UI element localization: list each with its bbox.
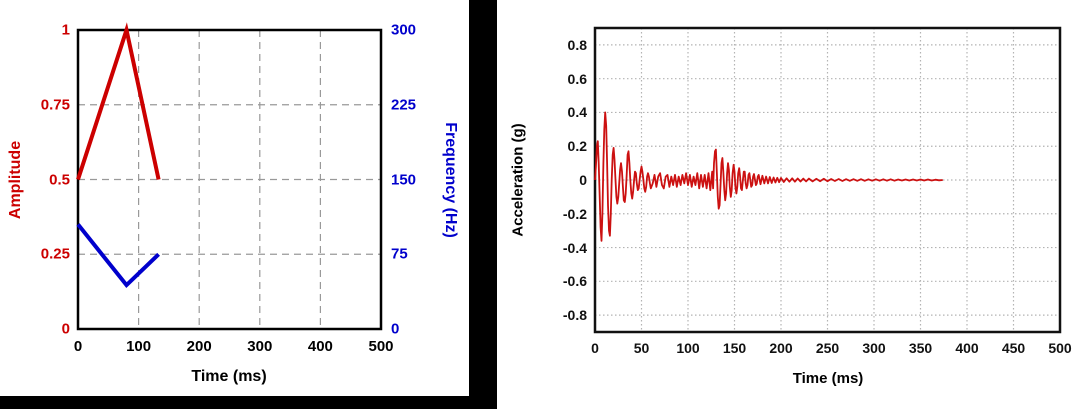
acceleration-tick-label: -0.6 [562, 273, 587, 290]
frequency-tick-label: 150 [391, 171, 417, 188]
amplitude-tick-label: 1 [61, 21, 70, 39]
amplitude-tick-label: 0 [61, 320, 70, 338]
frequency-tick-label: 225 [391, 96, 417, 114]
right-time-tick-label: 350 [908, 340, 933, 356]
right-time-tick-label: 500 [1048, 340, 1072, 356]
acceleration-chart: 0.8 0.6 0.4 0.2 0 -0.2 -0.4 -0.6 -0.8 0 50 100 150 20… [497, 0, 1086, 409]
right-time-tick-label: 400 [955, 340, 979, 356]
amplitude-axis-title: Amplitude [7, 140, 24, 220]
left-chart-gridlines [78, 30, 381, 329]
right-chart-canvas [593, 26, 1062, 334]
left-time-tick-label: 400 [307, 338, 333, 355]
right-time-tick-label: 250 [815, 340, 840, 356]
right-time-tick-label: 50 [633, 340, 650, 356]
amplitude-tick-label: 0.75 [40, 96, 70, 114]
acceleration-tick-label: 0.6 [567, 70, 587, 87]
left-time-tick-label: 100 [126, 338, 152, 355]
acceleration-tick-label: 0 [579, 172, 587, 188]
acceleration-trace [594, 111, 943, 242]
frequency-axis-title: Frequency (Hz) [442, 122, 459, 238]
right-time-tick-label: 100 [676, 340, 700, 356]
amplitude-line [76, 22, 161, 181]
right-time-tick-label: 150 [722, 340, 747, 356]
divider-bar [469, 0, 497, 409]
acceleration-tick-label: -0.8 [562, 307, 587, 324]
left-time-tick-label: 300 [247, 338, 273, 355]
acceleration-tick-label: 0.2 [567, 138, 587, 155]
bottom-band [0, 396, 497, 409]
amplitude-frequency-chart: 0 0.25 0.5 0.75 1 0 75 150 225 300 0 100 200 300 400 50… [0, 0, 469, 396]
right-time-tick-label: 200 [769, 340, 793, 356]
amplitude-tick-label: 0.25 [40, 245, 70, 263]
acceleration-axis-title: Acceleration (g) [509, 123, 527, 237]
amplitude-tick-label: 0.5 [49, 171, 70, 188]
right-time-axis-title: Time (ms) [792, 370, 864, 387]
left-chart-canvas [76, 22, 383, 331]
acceleration-tick-label: -0.2 [562, 205, 587, 222]
acceleration-tick-label: 0.8 [567, 36, 587, 53]
left-time-tick-label: 200 [186, 338, 212, 355]
frequency-tick-label: 300 [391, 21, 417, 39]
left-time-axis-title: Time (ms) [191, 368, 267, 385]
acceleration-tick-label: -0.4 [562, 239, 587, 256]
frequency-line [76, 223, 160, 289]
frequency-tick-label: 75 [391, 245, 408, 263]
acceleration-tick-label: 0.4 [567, 104, 587, 121]
right-time-tick-label: 450 [1001, 340, 1026, 356]
left-time-tick-label: 500 [368, 338, 394, 355]
left-time-tick-label: 0 [73, 338, 83, 355]
right-time-tick-label: 0 [591, 340, 599, 356]
frequency-tick-label: 0 [391, 320, 400, 338]
right-time-tick-label: 300 [862, 340, 886, 356]
